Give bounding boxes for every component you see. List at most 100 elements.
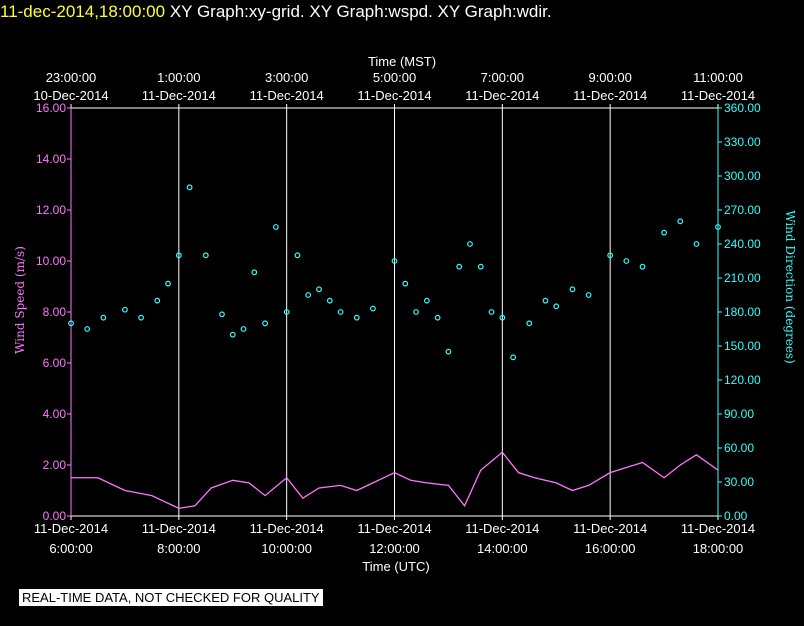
wind-direction-point (488, 309, 495, 315)
wind-direction-point (229, 331, 236, 338)
wind-direction-point (661, 229, 667, 236)
top-tick-time-label: 9:00:00 (588, 70, 631, 85)
right-tick-label: 30.00 (724, 475, 754, 489)
wind-direction-point (413, 309, 419, 315)
wind-direction-point (175, 252, 182, 259)
right-tick-label: 360.00 (724, 101, 761, 115)
right-tick-label: 150.00 (724, 339, 761, 353)
bottom-axis-title: Time (UTC) (362, 559, 429, 574)
right-tick-label: 180.00 (724, 305, 761, 319)
top-tick-date-label: 11-Dec-2014 (142, 88, 216, 103)
wind-direction-point (370, 305, 376, 312)
bottom-tick-date-label: 11-Dec-2014 (573, 521, 647, 536)
timestamp-title: 11-dec-2014,18:00:00 (0, 2, 166, 21)
label-layer: 23:00:00 10-Dec-2014 1:00:00 11-Dec-2014 3:0… (33, 70, 761, 556)
wind-direction-point (677, 218, 684, 225)
left-tick-label: 16.00 (36, 101, 66, 115)
top-tick-time-label: 5:00:00 (373, 70, 416, 85)
wind-direction-point (251, 269, 258, 276)
graph-names-title: XY Graph:xy-grid. XY Graph:wspd. XY Grap… (169, 2, 552, 21)
right-tick-label: 240.00 (724, 237, 761, 251)
chart-title-bar: 11-dec-2014,18:00:00 XY Graph:xy-grid. X… (0, 0, 552, 24)
wind-direction-point (316, 286, 322, 293)
bottom-tick-time-label: 6:00:00 (49, 541, 92, 556)
wind-direction-point (434, 314, 441, 321)
bottom-tick-time-label: 8:00:00 (157, 541, 200, 556)
left-tick-label: 2.00 (43, 458, 67, 472)
wind-direction-point (467, 241, 473, 247)
top-tick-date-label: 11-Dec-2014 (357, 88, 431, 103)
top-tick-time-label: 1:00:00 (157, 70, 200, 85)
right-tick-label: 90.00 (724, 407, 754, 421)
top-tick-date-label: 11-Dec-2014 (250, 88, 324, 103)
wind-direction-point (165, 280, 171, 287)
left-axis-title: Wind Speed (m/s) (13, 246, 27, 354)
wind-direction-point (423, 297, 430, 304)
bottom-tick-time-label: 16:00:00 (585, 541, 636, 556)
top-tick-time-label: 11:00:00 (693, 70, 743, 85)
wind-direction-point (402, 280, 409, 287)
wind-direction-point (499, 314, 506, 321)
wind-direction-point (715, 224, 721, 230)
top-tick-time-label: 23:00:00 (46, 70, 97, 85)
wind-direction-point (84, 326, 91, 332)
wind-direction-point (326, 297, 333, 304)
quality-disclaimer: REAL-TIME DATA, NOT CHECKED FOR QUALITY (19, 589, 323, 606)
wind-direction-point (607, 252, 614, 259)
left-tick-label: 0.00 (43, 509, 67, 523)
top-axis-title: Time (MST) (368, 54, 436, 69)
right-tick-label: 60.00 (724, 441, 754, 455)
wind-direction-point (100, 314, 107, 321)
right-tick-label: 300.00 (724, 169, 761, 183)
right-tick-label: 270.00 (724, 203, 761, 217)
data-layer (68, 184, 721, 510)
wind-direction-point (68, 320, 74, 327)
top-tick-date-label: 11-Dec-2014 (573, 88, 647, 103)
bottom-tick-date-label: 11-Dec-2014 (357, 521, 431, 536)
left-tick-label: 6.00 (43, 356, 67, 370)
right-tick-label: 330.00 (724, 135, 761, 149)
wind-direction-point (585, 292, 592, 298)
top-tick-time-label: 3:00:00 (265, 70, 308, 85)
top-tick-date-label: 10-Dec-2014 (33, 88, 108, 103)
top-tick-date-label: 11-Dec-2014 (465, 88, 539, 103)
wind-direction-point (456, 263, 463, 270)
wind-direction-point (305, 292, 312, 298)
bottom-tick-date-label: 11-Dec-2014 (142, 521, 216, 536)
right-tick-label: 120.00 (724, 373, 761, 387)
bottom-tick-date-label: 11-Dec-2014 (465, 521, 539, 536)
wind-direction-point (623, 258, 630, 264)
wind-speed-line (71, 451, 719, 510)
wind-direction-point (553, 303, 560, 310)
wind-direction-point (283, 309, 290, 315)
wind-direction-point (202, 252, 209, 259)
left-tick-label: 12.00 (36, 203, 66, 217)
wind-direction-point (219, 311, 225, 318)
wind-direction-point (391, 258, 398, 264)
wind-direction-point (154, 297, 161, 304)
bottom-tick-time-label: 10:00:00 (261, 541, 312, 556)
grid-layer (178, 108, 611, 516)
bottom-tick-time-label: 18:00:00 (693, 541, 744, 556)
wind-direction-point (445, 348, 452, 355)
left-tick-label: 10.00 (36, 254, 66, 268)
right-tick-label: 0.00 (724, 509, 748, 523)
wind-direction-point (337, 309, 344, 315)
wind-direction-point (294, 252, 301, 259)
wind-direction-point (240, 326, 247, 332)
wind-direction-point (693, 241, 700, 247)
axes-frame (67, 104, 722, 520)
bottom-tick-time-label: 14:00:00 (477, 541, 528, 556)
right-axis-title: Wind Direction (degrees) (783, 210, 797, 364)
top-tick-date-label: 11-Dec-2014 (681, 88, 755, 103)
wind-direction-point (477, 263, 484, 270)
left-tick-label: 8.00 (43, 305, 67, 319)
wind-direction-point (186, 184, 193, 191)
wind-direction-point (569, 286, 576, 293)
wind-direction-point (639, 263, 646, 270)
left-tick-label: 14.00 (36, 152, 66, 166)
top-tick-time-label: 7:00:00 (481, 70, 524, 85)
wind-direction-point (510, 354, 517, 361)
bottom-tick-date-label: 11-Dec-2014 (34, 521, 108, 536)
